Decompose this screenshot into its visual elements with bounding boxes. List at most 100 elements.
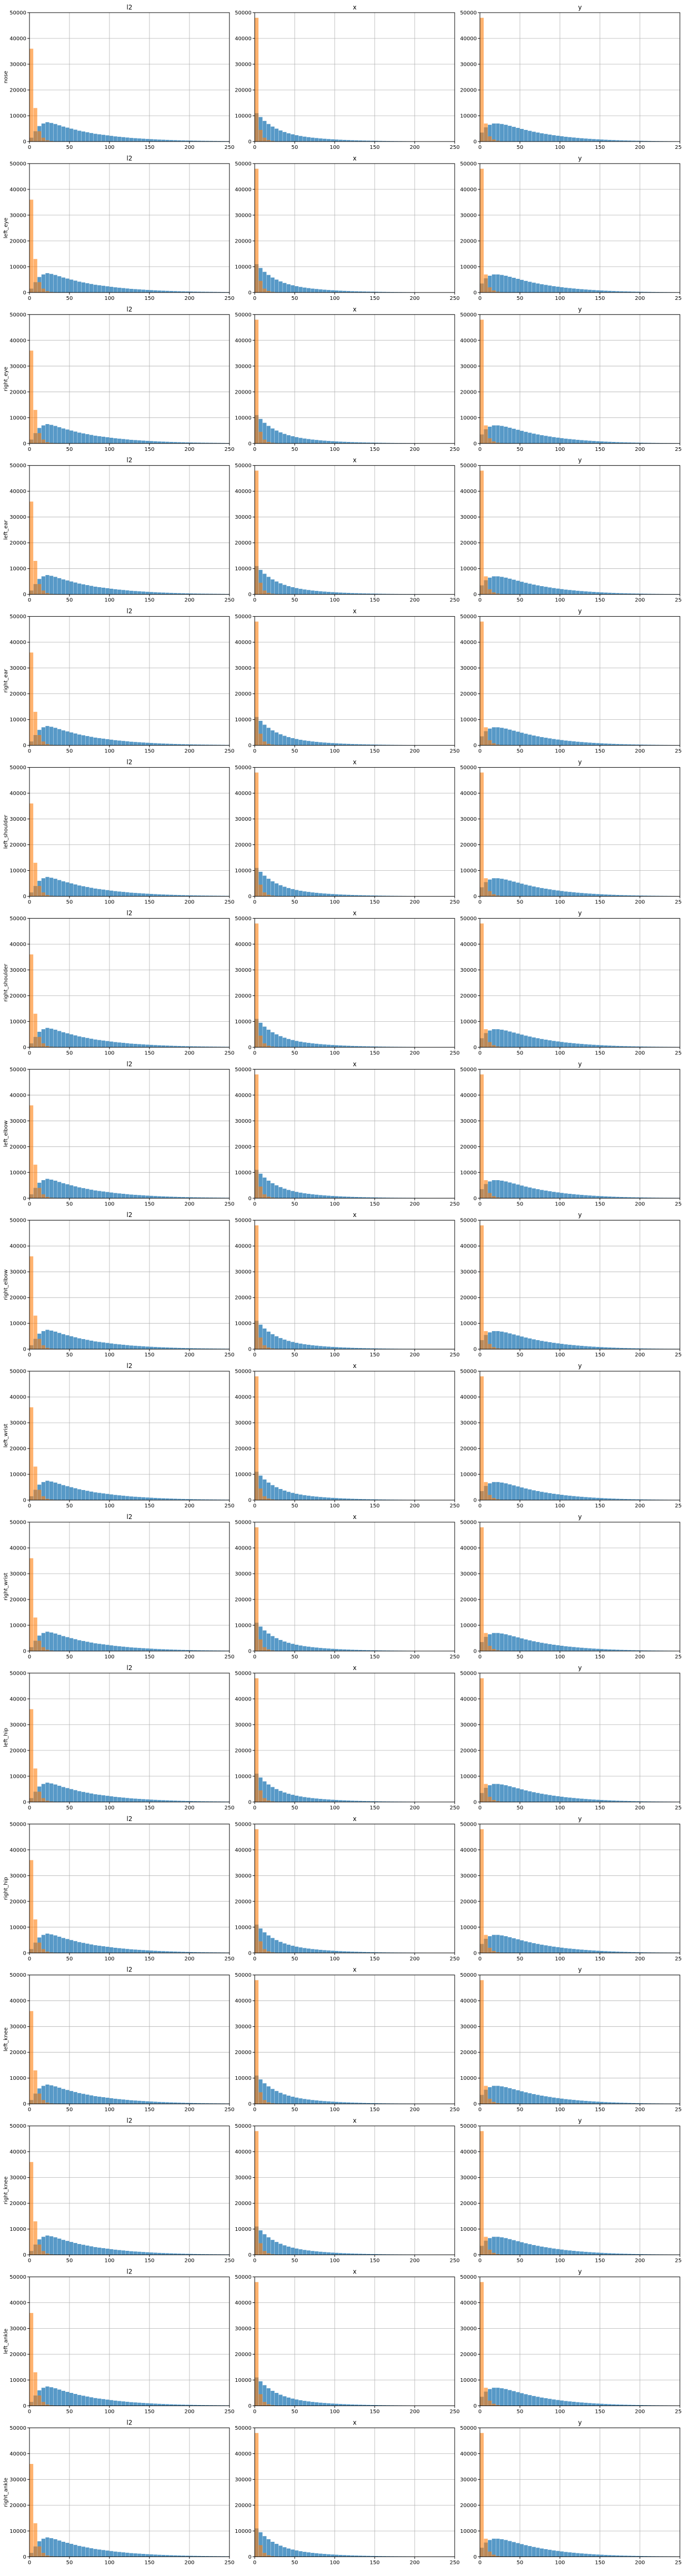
series-a-bar — [93, 2096, 97, 2104]
plot-area — [480, 1371, 680, 1501]
y-tick-label: 50000 — [460, 1520, 477, 1526]
x-tick-label: 250 — [224, 296, 234, 301]
series-a-bar — [290, 1644, 295, 1651]
series-a-bar — [560, 1947, 564, 1953]
series-a-bar — [145, 742, 149, 746]
series-a-bar — [157, 2403, 162, 2406]
series-a-bar — [295, 2399, 299, 2406]
series-b-bar — [263, 741, 267, 746]
y-tick-label: 40000 — [460, 187, 477, 193]
row-label: right_elbow — [3, 1270, 9, 1300]
x-tick-label: 50 — [292, 598, 298, 603]
series-a-bar — [117, 1646, 122, 1651]
series-a-bar — [640, 442, 644, 444]
series-b-bar — [29, 48, 34, 142]
series-a-bar — [137, 1195, 142, 1199]
series-a-bar — [330, 743, 335, 746]
series-a-bar — [275, 581, 279, 595]
series-a-bar — [343, 1951, 347, 1953]
series-a-bar — [355, 1046, 359, 1048]
axes-frame — [29, 1673, 230, 1803]
series-a-bar — [193, 291, 197, 293]
series-a-bar — [258, 117, 263, 142]
plot-area — [480, 1975, 680, 2104]
series-a-bar — [338, 2253, 343, 2255]
series-a-bar — [358, 593, 363, 595]
series-a-bar — [41, 1482, 45, 1501]
series-a-bar — [85, 283, 89, 293]
subplot-left_knee-l2: 0 50 100 150 200 2500100002000030000400005000… — [3, 1966, 235, 2113]
series-a-bar — [591, 893, 596, 897]
x-tick-label: 50 — [517, 296, 524, 301]
series-a-bar — [350, 1951, 355, 1953]
series-a-bar — [596, 2403, 600, 2406]
panel-title: l2 — [127, 1060, 133, 1068]
series-a-bar — [137, 1799, 142, 1802]
x-tick-label: 0 — [478, 2258, 482, 2264]
series-a-bar — [520, 1034, 524, 1048]
series-a-bar — [560, 589, 564, 595]
series-a-bar — [201, 140, 205, 142]
series-a-bar — [278, 2092, 283, 2104]
series-a-bar — [77, 130, 82, 142]
series-a-bar — [283, 132, 287, 142]
y-tick-label: 0 — [23, 2554, 26, 2560]
series-a-bar — [290, 1795, 295, 1802]
series-a-bar — [49, 274, 54, 293]
series-a-bar — [624, 2253, 628, 2255]
y-tick-label: 0 — [248, 2554, 252, 2560]
series-a-bar — [383, 1046, 387, 1048]
x-tick-label: 250 — [224, 2409, 234, 2415]
series-a-bar — [512, 2542, 516, 2557]
y-tick-label: 50000 — [235, 2426, 252, 2431]
y-tick-label: 0 — [23, 441, 26, 447]
series-a-bar — [169, 592, 174, 595]
series-a-bar — [61, 2541, 65, 2557]
series-a-bar — [496, 576, 500, 595]
series-a-bar — [165, 894, 169, 897]
series-a-bar — [355, 1951, 359, 1953]
series-a-bar — [270, 277, 275, 293]
series-a-bar — [350, 1649, 355, 1651]
series-a-bar — [504, 426, 508, 444]
y-tick-label: 10000 — [235, 1321, 252, 1327]
series-a-bar — [137, 1497, 142, 1501]
series-a-bar — [69, 2091, 74, 2104]
series-a-bar — [556, 588, 560, 595]
series-b-bar — [492, 2252, 496, 2255]
series-a-bar — [177, 291, 182, 293]
series-a-bar — [591, 1799, 596, 1802]
x-tick-label: 100 — [329, 598, 339, 603]
x-tick-label: 0 — [478, 1201, 482, 1207]
x-tick-label: 150 — [144, 2409, 154, 2415]
x-tick-label: 200 — [409, 1654, 419, 1660]
series-b-bar — [37, 735, 42, 746]
x-tick-label: 200 — [635, 598, 645, 603]
series-a-bar — [125, 1194, 129, 1199]
series-a-bar — [346, 2102, 350, 2104]
series-a-bar — [189, 291, 194, 293]
series-a-bar — [564, 1646, 568, 1651]
axes-frame — [479, 1371, 680, 1501]
series-a-bar — [564, 1948, 568, 1953]
series-a-bar — [303, 891, 307, 897]
axes-frame — [254, 1371, 455, 1501]
axes-frame — [479, 314, 680, 444]
series-a-bar — [544, 2096, 548, 2104]
series-b-bar — [266, 1347, 270, 1350]
y-tick-label: 40000 — [9, 1696, 26, 1702]
series-a-bar — [512, 1485, 516, 1501]
series-b-bar — [41, 2100, 45, 2104]
series-a-bar — [45, 2235, 49, 2255]
y-tick-label: 0 — [474, 1799, 477, 1805]
row-label: right_ear — [3, 669, 9, 693]
series-a-bar — [129, 1496, 134, 1501]
series-a-bar — [213, 291, 217, 293]
series-a-bar — [366, 1499, 370, 1501]
x-tick-label: 200 — [409, 1503, 419, 1509]
y-tick-label: 40000 — [460, 1546, 477, 1552]
plot-area — [255, 1824, 455, 1953]
series-b-bar — [480, 1376, 484, 1501]
series-a-bar — [65, 1788, 69, 1802]
series-b-bar — [45, 593, 49, 595]
